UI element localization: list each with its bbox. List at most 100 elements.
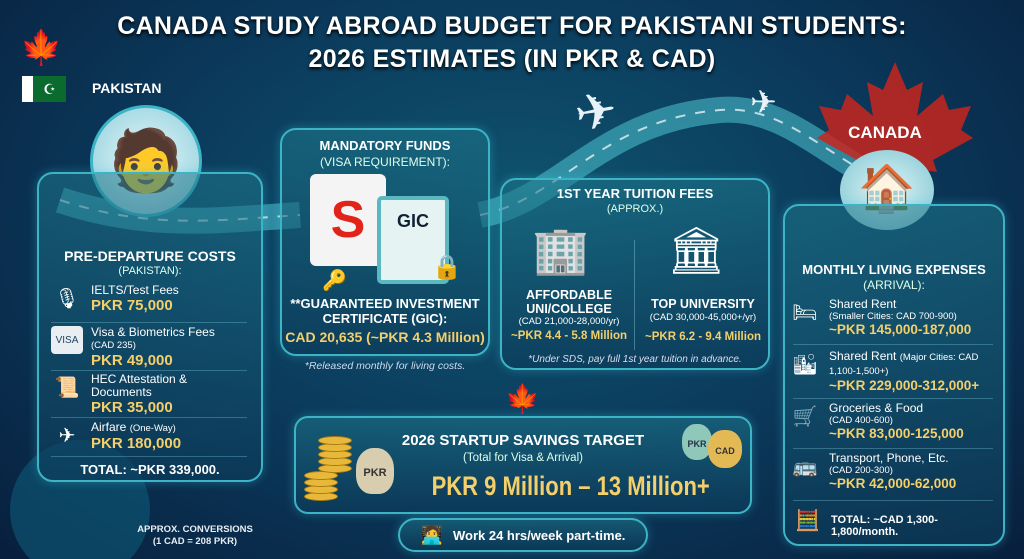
item-label: Visa & Biometrics Fees [91,325,215,339]
option-pkr: ~PKR 4.4 - 5.8 Million [511,330,627,342]
living-total: TOTAL: ~CAD 1,300-1,800/month. [831,514,938,538]
item-label: Shared Rent [829,349,897,363]
option-name: TOP UNIVERSITY [651,297,755,311]
funds-title: MANDATORY FUNDS [319,138,451,153]
conversion-line-2: (1 CAD = 208 PKR) [152,536,238,547]
certificate-stamp-icon: 📜 [54,376,80,399]
savings-title: 2026 STARTUP SAVINGS TARGET [401,432,645,449]
page-title: CANADA STUDY ABROAD BUDGET FOR PAKISTANI… [0,10,1024,76]
savings-subtitle: (Total for Visa & Arrival) [463,452,583,464]
title-line-2: 2026 ESTIMATES (IN PKR & CAD) [308,45,716,73]
airplane-small-icon: ✈ [750,84,777,120]
airplane-large-icon: ✈ [570,80,622,144]
calculator-icon: 🧮 [795,510,820,532]
tuition-option-top: TOP UNIVERSITY (CAD 30,000-45,000+/yr) ~… [638,296,768,343]
gic-certificate-icon: GIC [377,196,449,284]
pakistan-label: PAKISTAN [92,80,162,96]
conversion-line-1: APPROX. CONVERSIONS [137,524,253,535]
money-bag-cad-icon: CAD [708,430,742,468]
item-note: (CAD 400-600) [829,415,893,426]
item-value: PKR 49,000 [91,352,173,369]
work-text: Work 24 hrs/week part-time. [452,527,626,543]
item-label: IELTS/Test Fees [91,283,179,297]
item-value: PKR 75,000 [91,297,173,314]
item-label: Transport, Phone, Etc. [829,451,949,465]
item-label: Airfare [91,420,127,434]
cost-item-visa: VISA Visa & Biometrics Fees (CAD 235) PKR 4… [51,326,215,369]
option-cad: (CAD 30,000-45,000+/yr) [649,312,757,323]
living-item-groceries: 🛒 Groceries & Food (CAD 400-600) ~PKR 83,00… [789,401,964,442]
option-cad: (CAD 21,000-28,000/yr) [518,316,620,327]
university-building-icon: 🏛 [667,224,726,276]
living-item-rent-major: 🏙 Shared Rent (Major Cities: CAD 1,100-1,… [789,349,999,394]
tuition-subtitle: (APPROX.) [606,203,664,215]
bag-label: PKR [687,439,707,449]
item-note: (CAD 235) [91,340,136,351]
bank-logo-icon: S [310,174,386,266]
item-value: ~PKR 83,000-125,000 [829,426,964,441]
gic-info: **GUARANTEED INVESTMENT CERTIFICATE (GIC… [284,296,486,346]
option-name: AFFORDABLE UNI/COLLEGE [525,288,613,316]
pakistan-flag-icon: ☪ [22,76,66,102]
shopping-cart-icon: 🛒 [792,405,818,428]
living-item-transport: 🚌 Transport, Phone, Etc. (CAD 200-300) ~PKR… [789,451,957,492]
tuition-note: *Under SDS, pay full 1st year tuition in… [528,354,742,365]
item-label: HEC Attestation & Documents [91,372,188,399]
canada-maple-leaf-icon [817,62,973,180]
visa-card-icon: VISA [51,326,83,354]
cost-item-hec: 📜 HEC Attestation & Documents PKR 35,000 [51,372,241,417]
pre-departure-panel: PRE-DEPARTURE COSTS (PAKISTAN): 🎙 IELTS/T… [37,172,263,482]
option-pkr: ~PKR 6.2 - 9.4 Million [645,331,761,343]
airplane-icon: ✈ [58,424,76,447]
gic-value: CAD 20,635 (~PKR 4.3 Million) [285,329,485,345]
item-note: (One-Way) [129,423,176,434]
item-note: (Major Cities: CAD 1,100-1,500+) [829,352,979,377]
item-note: (CAD 200-300) [829,465,893,476]
gic-label: GIC [396,211,429,231]
cost-item-ielts: 🎙 IELTS/Test Fees PKR 75,000 [51,283,179,315]
padlock-icon: 🔒 [432,254,462,281]
city-buildings-icon: 🏙 [792,353,818,376]
pre-departure-total: TOTAL: ~PKR 339,000. [80,462,220,477]
gic-heading: **GUARANTEED INVESTMENT CERTIFICATE (GIC… [290,296,480,326]
living-title: MONTHLY LIVING EXPENSES [802,262,986,277]
title-line-1: CANADA STUDY ABROAD BUDGET FOR PAKISTANI… [117,12,907,40]
savings-target-panel: PKR 2026 STARTUP SAVINGS TARGET (Total f… [294,416,752,514]
item-label: Shared Rent [829,297,897,311]
tuition-option-affordable: AFFORDABLE UNI/COLLEGE (CAD 21,000-28,00… [504,288,634,342]
savings-value: PKR 9 Million – 13 Million+ [431,471,710,501]
microphone-headset-icon: 🎙 [54,287,80,310]
desk-worker-icon: 🧑‍💻 [420,524,443,545]
key-icon: 🔑 [322,270,347,292]
cost-item-airfare: ✈ Airfare (One-Way) PKR 180,000 [51,420,182,453]
tuition-panel: 1ST YEAR TUITION FEES (APPROX.) 🏢 🏛 AFFO… [500,178,770,370]
funds-subtitle: (VISA REQUIREMENT): [319,155,450,169]
money-bag-pkr-icon: PKR [356,448,394,494]
bag-label: CAD [715,446,735,456]
item-value: ~PKR 42,000-62,000 [829,476,957,491]
bed-house-icon: 🛏 [792,301,818,324]
item-label: Groceries & Food [829,401,924,415]
conversion-note: APPROX. CONVERSIONS (1 CAD = 208 PKR) [135,524,255,548]
mandatory-funds-panel: MANDATORY FUNDS (VISA REQUIREMENT): S GI… [280,128,490,356]
living-item-rent-small: 🛏 Shared Rent (Smaller Cities: CAD 700-900… [789,297,972,338]
item-value: ~PKR 145,000-187,000 [829,322,972,337]
college-building-icon: 🏢 [532,224,590,276]
work-pill: 🧑‍💻 Work 24 hrs/week part-time. [398,518,648,552]
canada-label: CANADA [848,123,922,142]
item-note: (Smaller Cities: CAD 700-900) [829,311,957,322]
item-value: PKR 35,000 [91,399,173,416]
gold-coins-icon [304,436,354,502]
money-bag-pkr-small-icon: PKR [682,424,712,460]
item-value: PKR 180,000 [91,435,182,452]
gic-note: *Released monthly for living costs. [304,360,466,372]
bus-phone-icon: 🚌 [792,455,818,478]
living-subtitle: (ARRIVAL): [863,278,925,292]
savings-maple-leaf-icon: 🍁 [505,383,540,414]
maple-leaf-icon: 🍁 [20,29,63,67]
bag-label: PKR [363,467,387,479]
pre-departure-subtitle: (PAKISTAN): [118,265,182,277]
living-expenses-panel: MONTHLY LIVING EXPENSES (ARRIVAL): 🛏 Shar… [783,204,1005,546]
savings-value-area: PKR 9 Million – 13 Million+ [400,470,710,504]
item-value: ~PKR 229,000-312,000+ [829,378,980,393]
